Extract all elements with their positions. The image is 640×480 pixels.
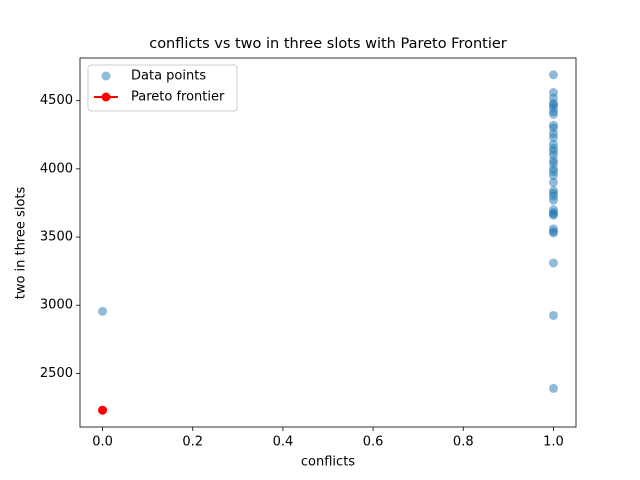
legend-label: Pareto frontier (131, 90, 225, 105)
x-tick-label: 0.6 (363, 435, 384, 450)
x-tick-label: 0.2 (182, 435, 203, 450)
data-point (548, 186, 558, 196)
plot-frame (79, 57, 577, 428)
legend-marker (101, 92, 111, 102)
data-point (548, 88, 558, 97)
y-tick-label: 2500 (40, 366, 73, 381)
x-tick-label: 0.0 (92, 435, 113, 450)
data-point (548, 224, 558, 234)
x-tick-label: 0.8 (453, 435, 474, 450)
data-point (548, 120, 558, 130)
data-point (98, 405, 108, 415)
data-point (548, 70, 558, 80)
legend-box (87, 64, 238, 112)
data-point (548, 139, 558, 149)
data-point (98, 306, 108, 316)
data-point (548, 258, 558, 268)
data-point (548, 205, 558, 215)
data-point (548, 310, 558, 320)
y-axis-label: two in three slots (14, 187, 29, 300)
x-tick-label: 0.4 (273, 435, 294, 450)
data-point (548, 383, 558, 393)
y-tick-label: 3500 (40, 230, 73, 245)
legend-marker (101, 71, 111, 81)
y-tick-label: 4500 (40, 93, 73, 108)
x-tick-label: 1.0 (543, 435, 564, 450)
data-point (548, 178, 558, 187)
y-tick-label: 4000 (40, 161, 73, 176)
legend-label: Data points (131, 69, 206, 84)
chart-title: conflicts vs two in three slots with Par… (149, 36, 507, 52)
y-tick-label: 3000 (40, 298, 73, 313)
x-axis-label: conflicts (301, 455, 355, 470)
legend: Data points Pareto frontier (87, 64, 238, 112)
